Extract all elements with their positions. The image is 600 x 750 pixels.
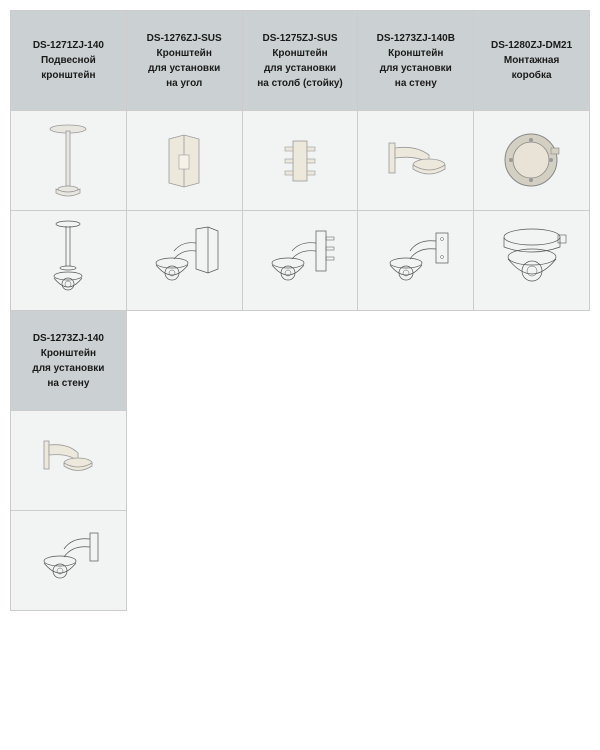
corner-lineart-icon (144, 223, 224, 298)
empty (474, 411, 590, 511)
empty (126, 311, 242, 411)
junction-lineart-icon (492, 221, 572, 301)
image-row-1 (11, 111, 590, 211)
empty (242, 311, 358, 411)
desc-1-3: на угол (166, 78, 202, 89)
desc-2-1: Кронштейн (272, 48, 327, 59)
header-cell-0: DS-1271ZJ-140 Подвесной кронштейн (11, 11, 127, 111)
empty (358, 411, 474, 511)
model-0: DS-1271ZJ-140 (33, 40, 104, 51)
desc-5-1: Кронштейн (41, 348, 96, 359)
image-row-2 (11, 411, 590, 511)
desc-3-1: Кронштейн (388, 48, 443, 59)
empty (242, 411, 358, 511)
lineart-row-2 (11, 511, 590, 611)
desc-2-3: на столб (стойку) (257, 78, 343, 89)
junction-icon (499, 128, 564, 193)
corner-icon (159, 131, 209, 191)
lineart-cell-2 (242, 211, 358, 311)
header-row-2: DS-1273ZJ-140 Кронштейн для установки на… (11, 311, 590, 411)
header-cell-2: DS-1275ZJ-SUS Кронштейн для установки на… (242, 11, 358, 111)
model-4: DS-1280ZJ-DM21 (491, 40, 572, 51)
empty (358, 311, 474, 411)
model-3: DS-1273ZJ-140B (377, 33, 455, 44)
lineart-row-1 (11, 211, 590, 311)
empty (242, 511, 358, 611)
product-table: DS-1271ZJ-140 Подвесной кронштейн DS-127… (10, 10, 590, 611)
header-row-1: DS-1271ZJ-140 Подвесной кронштейн DS-127… (11, 11, 590, 111)
header-cell-4: DS-1280ZJ-DM21 Монтажная коробка (474, 11, 590, 111)
desc-3-2: для установки (380, 63, 452, 74)
desc-4-2: коробка (512, 70, 552, 81)
desc-5-3: на стену (47, 378, 89, 389)
img-cell-1 (126, 111, 242, 211)
pole-icon (275, 133, 325, 188)
empty (126, 511, 242, 611)
header-cell-3: DS-1273ZJ-140B Кронштейн для установки н… (358, 11, 474, 111)
empty (126, 411, 242, 511)
desc-5-2: для установки (32, 363, 104, 374)
header-cell-1: DS-1276ZJ-SUS Кронштейн для установки на… (126, 11, 242, 111)
header-cell-5: DS-1273ZJ-140 Кронштейн для установки на… (11, 311, 127, 411)
model-5: DS-1273ZJ-140 (33, 333, 104, 344)
wall-lineart-icon (28, 523, 108, 598)
model-2: DS-1275ZJ-SUS (262, 33, 337, 44)
empty (474, 511, 590, 611)
desc-1-1: Кронштейн (157, 48, 212, 59)
img-cell-5 (11, 411, 127, 511)
model-1: DS-1276ZJ-SUS (147, 33, 222, 44)
pendant-lineart-icon (38, 218, 98, 303)
desc-0-2: кронштейн (41, 70, 95, 81)
img-cell-4 (474, 111, 590, 211)
lineart-cell-1 (126, 211, 242, 311)
desc-1-2: для установки (148, 63, 220, 74)
pole-lineart-icon (260, 223, 340, 298)
empty (358, 511, 474, 611)
wall-b-icon (381, 133, 451, 188)
lineart-cell-4 (474, 211, 590, 311)
lineart-cell-3 (358, 211, 474, 311)
img-cell-0 (11, 111, 127, 211)
pendant-icon (38, 121, 98, 201)
empty (474, 311, 590, 411)
img-cell-3 (358, 111, 474, 211)
lineart-cell-0 (11, 211, 127, 311)
desc-3-3: на стену (395, 78, 437, 89)
lineart-cell-5 (11, 511, 127, 611)
wall-icon (36, 431, 101, 491)
wall-b-lineart-icon (376, 223, 456, 298)
desc-2-2: для установки (264, 63, 336, 74)
desc-0-1: Подвесной (41, 55, 96, 66)
img-cell-2 (242, 111, 358, 211)
desc-4-1: Монтажная (504, 55, 559, 66)
